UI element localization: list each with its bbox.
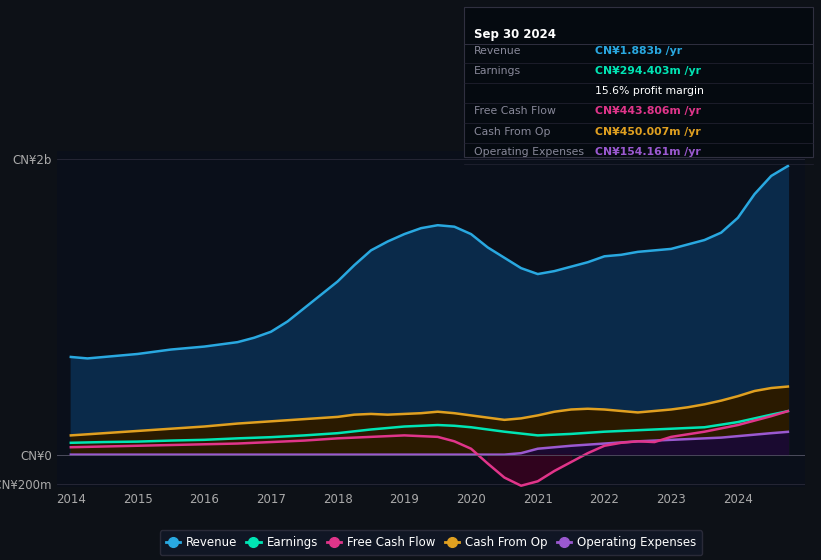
Text: Free Cash Flow: Free Cash Flow (474, 106, 556, 116)
Text: CN¥1.883b /yr: CN¥1.883b /yr (595, 46, 682, 56)
Text: Sep 30 2024: Sep 30 2024 (474, 28, 556, 41)
Text: 15.6% profit margin: 15.6% profit margin (595, 86, 704, 96)
Text: CN¥154.161m /yr: CN¥154.161m /yr (595, 147, 701, 157)
Text: CN¥294.403m /yr: CN¥294.403m /yr (595, 66, 701, 76)
Text: Revenue: Revenue (474, 46, 521, 56)
Text: CN¥443.806m /yr: CN¥443.806m /yr (595, 106, 701, 116)
Text: Operating Expenses: Operating Expenses (474, 147, 584, 157)
Text: Earnings: Earnings (474, 66, 521, 76)
Legend: Revenue, Earnings, Free Cash Flow, Cash From Op, Operating Expenses: Revenue, Earnings, Free Cash Flow, Cash … (159, 530, 703, 555)
Text: Cash From Op: Cash From Op (474, 127, 550, 137)
Text: CN¥450.007m /yr: CN¥450.007m /yr (595, 127, 701, 137)
